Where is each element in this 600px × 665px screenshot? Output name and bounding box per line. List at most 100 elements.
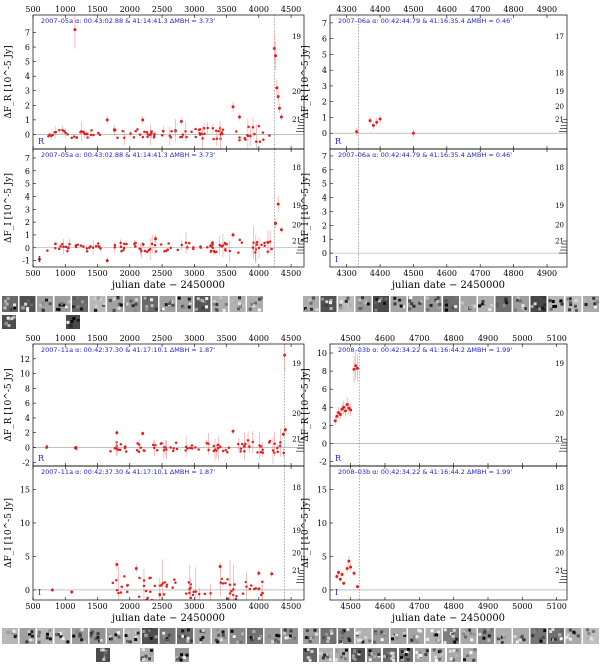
cutout-thumbnail-pixel (341, 636, 345, 640)
cutout-thumbnail-pixel (499, 635, 503, 639)
cutout-thumbnail-pixel (413, 635, 417, 639)
data-point (164, 446, 167, 449)
data-point (70, 136, 73, 140)
data-point (80, 130, 83, 133)
data-point (235, 594, 238, 598)
cutout-thumbnail-pixel (329, 307, 333, 311)
cutout-thumbnail-pixel (309, 307, 313, 311)
x-tick-label: 500 (25, 5, 40, 14)
cutout-thumbnail-pixel (99, 638, 103, 642)
data-point (57, 247, 61, 251)
cutout-thumbnail-pixel (410, 638, 414, 642)
data-point (254, 140, 258, 143)
x-tick-label: 4900 (537, 5, 557, 14)
cutout-thumbnail-pixel (224, 302, 228, 306)
y-tick-label: 4 (25, 414, 30, 423)
cutout-thumbnail-pixel (48, 302, 52, 306)
data-point (228, 249, 232, 253)
cutout-thumbnail-pixel (551, 628, 555, 632)
data-point (59, 245, 62, 248)
cutout-thumbnail-pixel (232, 634, 236, 638)
cutout-thumbnail-pixel (551, 300, 555, 304)
axes-frame (329, 148, 568, 268)
data-point (189, 446, 192, 450)
cutout-thumbnail-pixel (403, 650, 407, 654)
data-point (238, 136, 241, 139)
data-point (220, 245, 223, 248)
cutout-thumbnail-pixel (472, 650, 476, 654)
data-point (203, 132, 206, 136)
data-point (226, 578, 229, 581)
x-tick-label: 4400 (370, 269, 390, 278)
data-point (154, 443, 157, 447)
data-point (279, 115, 283, 119)
x-tick-label: 1500 (87, 334, 107, 343)
cutout-thumbnail-pixel (369, 652, 373, 656)
data-point (136, 128, 139, 131)
data-point (73, 446, 77, 450)
cutout-thumbnail-pixel (444, 299, 448, 303)
cutout-thumbnail-pixel (30, 638, 34, 642)
data-point (184, 449, 187, 452)
cutout-thumbnail-pixel (345, 654, 349, 658)
cutout-thumbnail-pixel (380, 638, 384, 642)
cutout-thumbnail-pixel (219, 638, 223, 642)
y-axis-label: ΔF_I [10^-5 Jy] (4, 498, 14, 568)
x-tick-label: 1500 (87, 5, 107, 14)
cutout-thumbnail-pixel (9, 308, 13, 312)
cutout-thumbnail-pixel (587, 307, 591, 311)
data-point (224, 448, 227, 452)
cutout-thumbnail-pixel (535, 305, 539, 309)
data-point (233, 583, 236, 586)
cutout-thumbnail-pixel (367, 653, 371, 657)
y-tick-label: 1 (322, 113, 327, 122)
data-series (37, 196, 283, 264)
data-point (114, 128, 117, 132)
cutout-thumbnail-pixel (315, 307, 319, 311)
cutout-thumbnail-pixel (593, 302, 597, 306)
data-point (254, 251, 257, 254)
x-tick-label: 4000 (249, 602, 269, 611)
y-tick-label: 6 (25, 167, 30, 176)
x-tick-label: 4600 (437, 5, 457, 14)
data-point (66, 133, 69, 136)
cutout-thumbnail-pixel (46, 632, 50, 636)
cutout-thumbnail (443, 628, 459, 644)
cutout-thumbnail-pixel (357, 655, 361, 659)
cutout-thumbnail-pixel (566, 297, 570, 301)
cutout-thumbnail-pixel (64, 305, 68, 309)
data-point (113, 246, 117, 249)
y-tick-label: 0 (25, 586, 30, 595)
cutout-thumbnail-pixel (558, 633, 562, 637)
cutout-thumbnail-pixel (293, 636, 297, 640)
band-label: R (38, 454, 45, 463)
data-point (230, 589, 233, 593)
cutout-thumbnail-pixel (26, 307, 30, 311)
y-tick-label: 4 (322, 66, 327, 75)
cutout-thumbnail-pixel (451, 658, 455, 662)
cutout-thumbnail-pixel (593, 305, 597, 309)
x-tick-label: 4300 (337, 269, 357, 278)
x-tick-label: 3000 (184, 334, 204, 343)
y-tick-label: 0 (322, 249, 327, 258)
cutout-thumbnail-pixel (135, 298, 139, 302)
cutout-thumbnail-pixel (449, 657, 453, 661)
cutout-thumbnail-pixel (586, 636, 590, 640)
data-point (335, 575, 339, 579)
data-point (146, 135, 149, 139)
data-point (145, 130, 149, 134)
data-point (337, 571, 341, 575)
cutout-thumbnail-pixel (357, 652, 361, 656)
cutout-thumbnail-pixel (451, 634, 455, 638)
cutout-thumbnail-pixel (93, 296, 97, 300)
cutout-thumbnail-pixel (435, 638, 439, 642)
data-point (139, 247, 142, 251)
cutout-thumbnail-pixel (113, 637, 117, 641)
cutout-thumbnail-pixel (28, 638, 32, 642)
cutout-thumbnail-pixel (464, 306, 468, 310)
data-point (342, 581, 346, 585)
cutout-thumbnail-pixel (472, 632, 476, 636)
cutout-thumbnail-pixel (80, 638, 84, 642)
data-point (98, 133, 102, 137)
cutout-thumbnail-pixel (521, 307, 525, 311)
